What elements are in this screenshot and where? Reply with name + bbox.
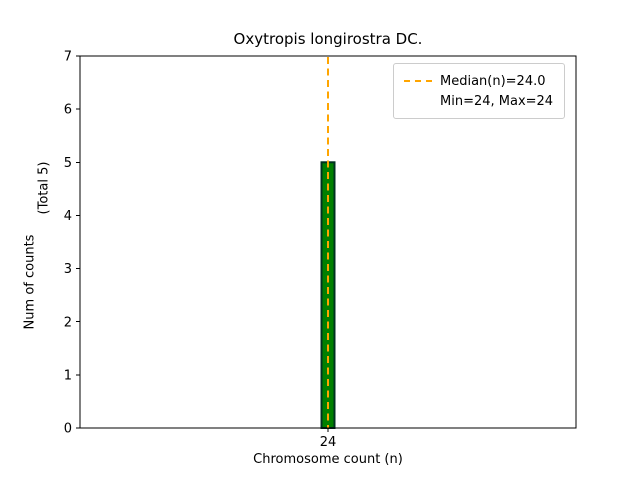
legend-entry-median: Median(n)=24.0 bbox=[404, 71, 554, 91]
chart-title: Oxytropis longirostra DC. bbox=[233, 30, 423, 48]
median-dashed-line-icon bbox=[404, 80, 432, 82]
legend-median-label: Median(n)=24.0 bbox=[440, 73, 546, 89]
bar bbox=[320, 161, 336, 430]
x-axis-label: Chromosome count (n) bbox=[253, 452, 403, 467]
y-tick-label: 7 bbox=[64, 50, 72, 65]
y-tick-label: 0 bbox=[64, 422, 72, 437]
y-tick-label: 5 bbox=[64, 156, 72, 171]
y-tick-label: 3 bbox=[64, 262, 72, 277]
y-tick-label: 4 bbox=[64, 209, 72, 224]
legend-minmax-label: Min=24, Max=24 bbox=[440, 93, 554, 109]
y-tick-label: 6 bbox=[64, 103, 72, 118]
y-axis-total-label: (Total 5) bbox=[36, 161, 52, 215]
y-tick-label: 1 bbox=[64, 368, 72, 383]
x-tick-label: 24 bbox=[320, 435, 337, 450]
y-tick-label: 2 bbox=[64, 315, 72, 330]
legend-entry-minmax: Min=24, Max=24 bbox=[404, 91, 554, 111]
legend: Median(n)=24.0 Min=24, Max=24 bbox=[393, 63, 565, 119]
y-axis-label: Num of counts bbox=[22, 234, 38, 330]
